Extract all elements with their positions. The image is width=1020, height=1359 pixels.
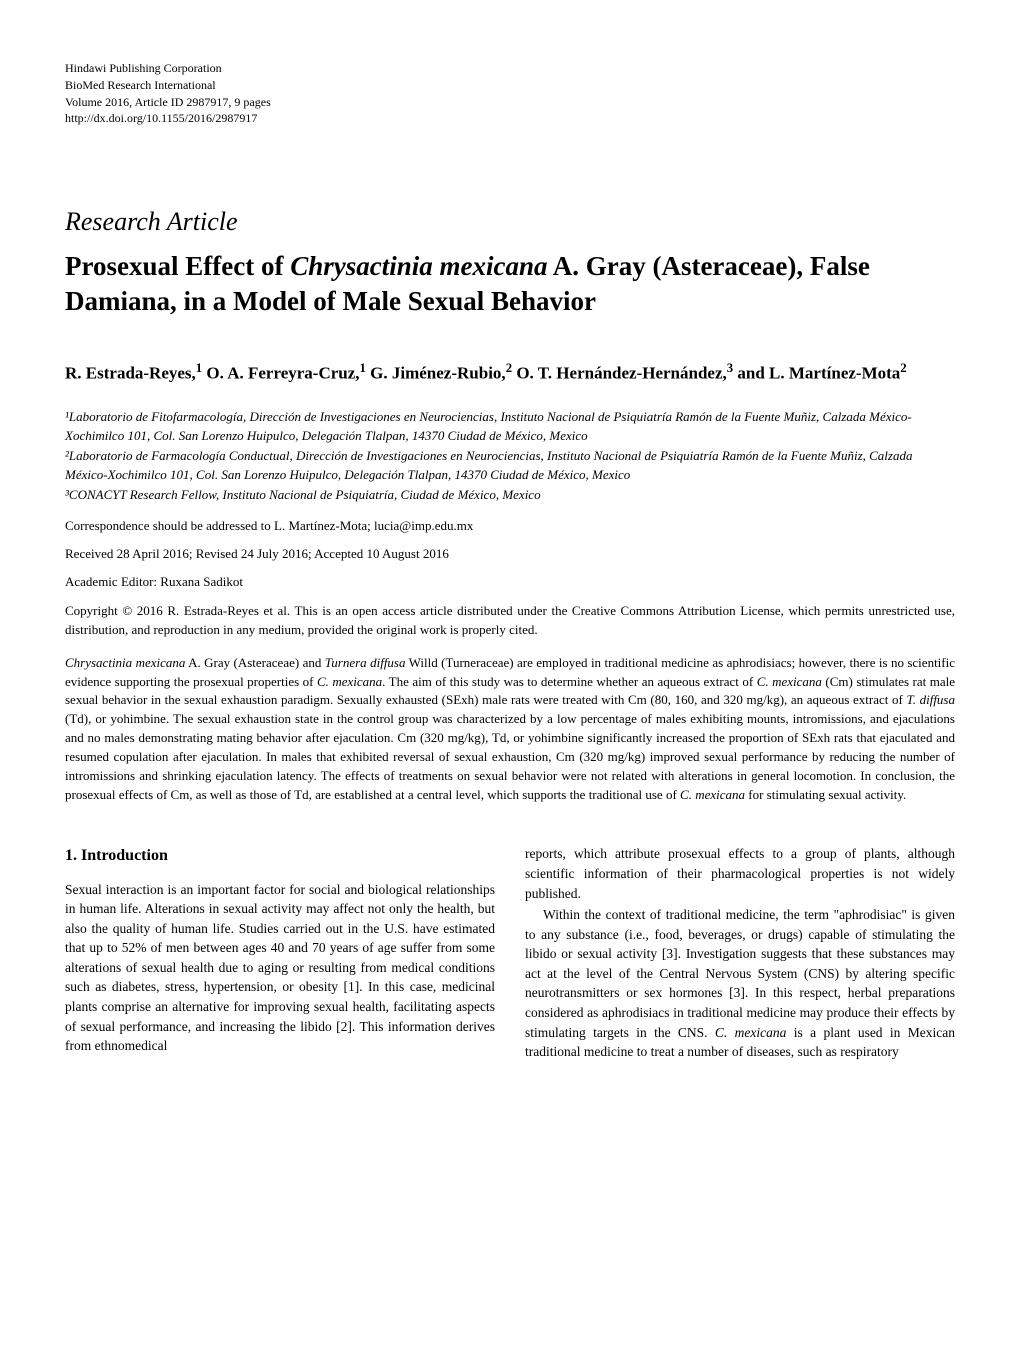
body-columns: 1. Introduction Sexual interaction is an…	[65, 844, 955, 1061]
section-heading-introduction: 1. Introduction	[65, 844, 495, 867]
doi-link: http://dx.doi.org/10.1155/2016/2987917	[65, 110, 955, 127]
authors-list: R. Estrada-Reyes,1 O. A. Ferreyra-Cruz,1…	[65, 359, 955, 386]
right-column: reports, which attribute prosexual effec…	[525, 844, 955, 1061]
publisher-name: Hindawi Publishing Corporation	[65, 60, 955, 77]
article-dates: Received 28 April 2016; Revised 24 July …	[65, 546, 955, 562]
article-title: Prosexual Effect of Chrysactinia mexican…	[65, 249, 955, 319]
intro-paragraph-1: Sexual interaction is an important facto…	[65, 880, 495, 1056]
publication-header: Hindawi Publishing Corporation BioMed Re…	[65, 60, 955, 127]
copyright-notice: Copyright © 2016 R. Estrada-Reyes et al.…	[65, 602, 955, 640]
volume-info: Volume 2016, Article ID 2987917, 9 pages	[65, 94, 955, 111]
affiliations: ¹Laboratorio de Fitofarmacología, Direcc…	[65, 407, 955, 505]
article-type: Research Article	[65, 207, 955, 237]
correspondence: Correspondence should be addressed to L.…	[65, 518, 955, 534]
left-column: 1. Introduction Sexual interaction is an…	[65, 844, 495, 1061]
affiliation-3: ³CONACYT Research Fellow, Instituto Naci…	[65, 485, 955, 505]
academic-editor: Academic Editor: Ruxana Sadikot	[65, 574, 955, 590]
intro-paragraph-3: Within the context of traditional medici…	[525, 905, 955, 1062]
intro-paragraph-2: reports, which attribute prosexual effec…	[525, 844, 955, 903]
abstract: Chrysactinia mexicana A. Gray (Asteracea…	[65, 654, 955, 805]
affiliation-2: ²Laboratorio de Farmacología Conductual,…	[65, 446, 955, 485]
affiliation-1: ¹Laboratorio de Fitofarmacología, Direcc…	[65, 407, 955, 446]
journal-name: BioMed Research International	[65, 77, 955, 94]
